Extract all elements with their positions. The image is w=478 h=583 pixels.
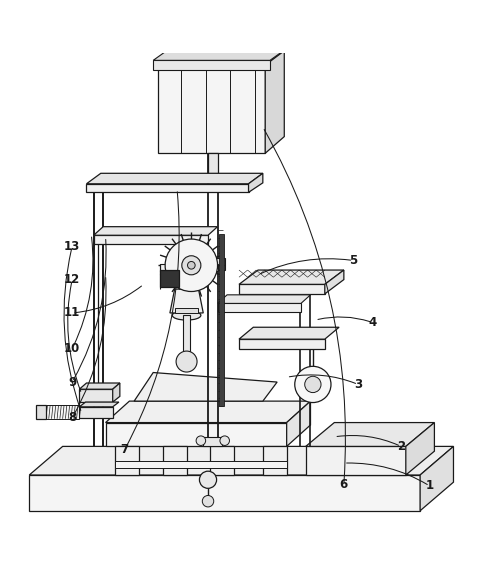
Polygon shape [239,285,325,294]
Text: 3: 3 [354,378,362,391]
Polygon shape [420,447,454,511]
Polygon shape [158,65,265,153]
Polygon shape [210,447,234,475]
Polygon shape [219,234,224,406]
Polygon shape [174,308,198,313]
Circle shape [220,436,229,445]
Polygon shape [263,447,287,475]
Polygon shape [203,437,222,447]
Polygon shape [115,447,139,475]
Circle shape [295,366,331,402]
Text: 2: 2 [397,440,405,453]
Bar [46,405,79,419]
Circle shape [165,239,217,292]
Text: 10: 10 [64,342,80,355]
Polygon shape [239,327,339,339]
Text: 8: 8 [68,411,76,424]
Circle shape [176,351,197,372]
Circle shape [182,256,201,275]
Polygon shape [134,373,277,401]
Circle shape [196,436,206,445]
Polygon shape [79,407,113,418]
Text: 4: 4 [369,316,377,329]
Polygon shape [36,405,46,419]
Polygon shape [287,401,311,447]
Polygon shape [217,295,311,303]
Polygon shape [160,270,179,287]
Polygon shape [94,227,217,236]
Text: 1: 1 [425,479,434,493]
Polygon shape [94,236,208,244]
Polygon shape [163,447,186,475]
Text: 13: 13 [64,240,80,252]
Polygon shape [79,389,113,402]
Polygon shape [153,48,287,61]
Polygon shape [205,258,225,270]
Polygon shape [87,173,263,184]
Polygon shape [29,447,454,475]
Polygon shape [29,475,420,511]
Polygon shape [106,423,287,447]
Polygon shape [115,461,287,468]
Polygon shape [79,383,120,389]
Polygon shape [249,173,263,192]
Polygon shape [306,423,435,447]
Polygon shape [208,153,217,187]
Ellipse shape [172,311,201,320]
Polygon shape [183,315,190,358]
Circle shape [304,376,321,392]
Text: 7: 7 [120,443,129,456]
Text: 11: 11 [64,307,80,319]
Polygon shape [113,383,120,402]
Circle shape [202,496,214,507]
Polygon shape [265,51,284,153]
Polygon shape [79,402,119,407]
Circle shape [187,261,195,269]
Polygon shape [170,289,203,313]
Polygon shape [239,339,325,349]
Polygon shape [217,303,301,311]
Polygon shape [158,51,284,65]
Polygon shape [106,401,311,423]
Polygon shape [239,270,344,285]
Text: 6: 6 [340,478,348,491]
Text: 12: 12 [64,273,80,286]
Polygon shape [87,184,249,192]
Polygon shape [306,447,406,475]
Polygon shape [153,61,270,70]
Polygon shape [406,423,435,475]
Polygon shape [160,264,217,272]
Text: 9: 9 [68,375,76,388]
Text: 5: 5 [349,254,358,267]
Polygon shape [325,270,344,294]
Circle shape [199,471,217,489]
